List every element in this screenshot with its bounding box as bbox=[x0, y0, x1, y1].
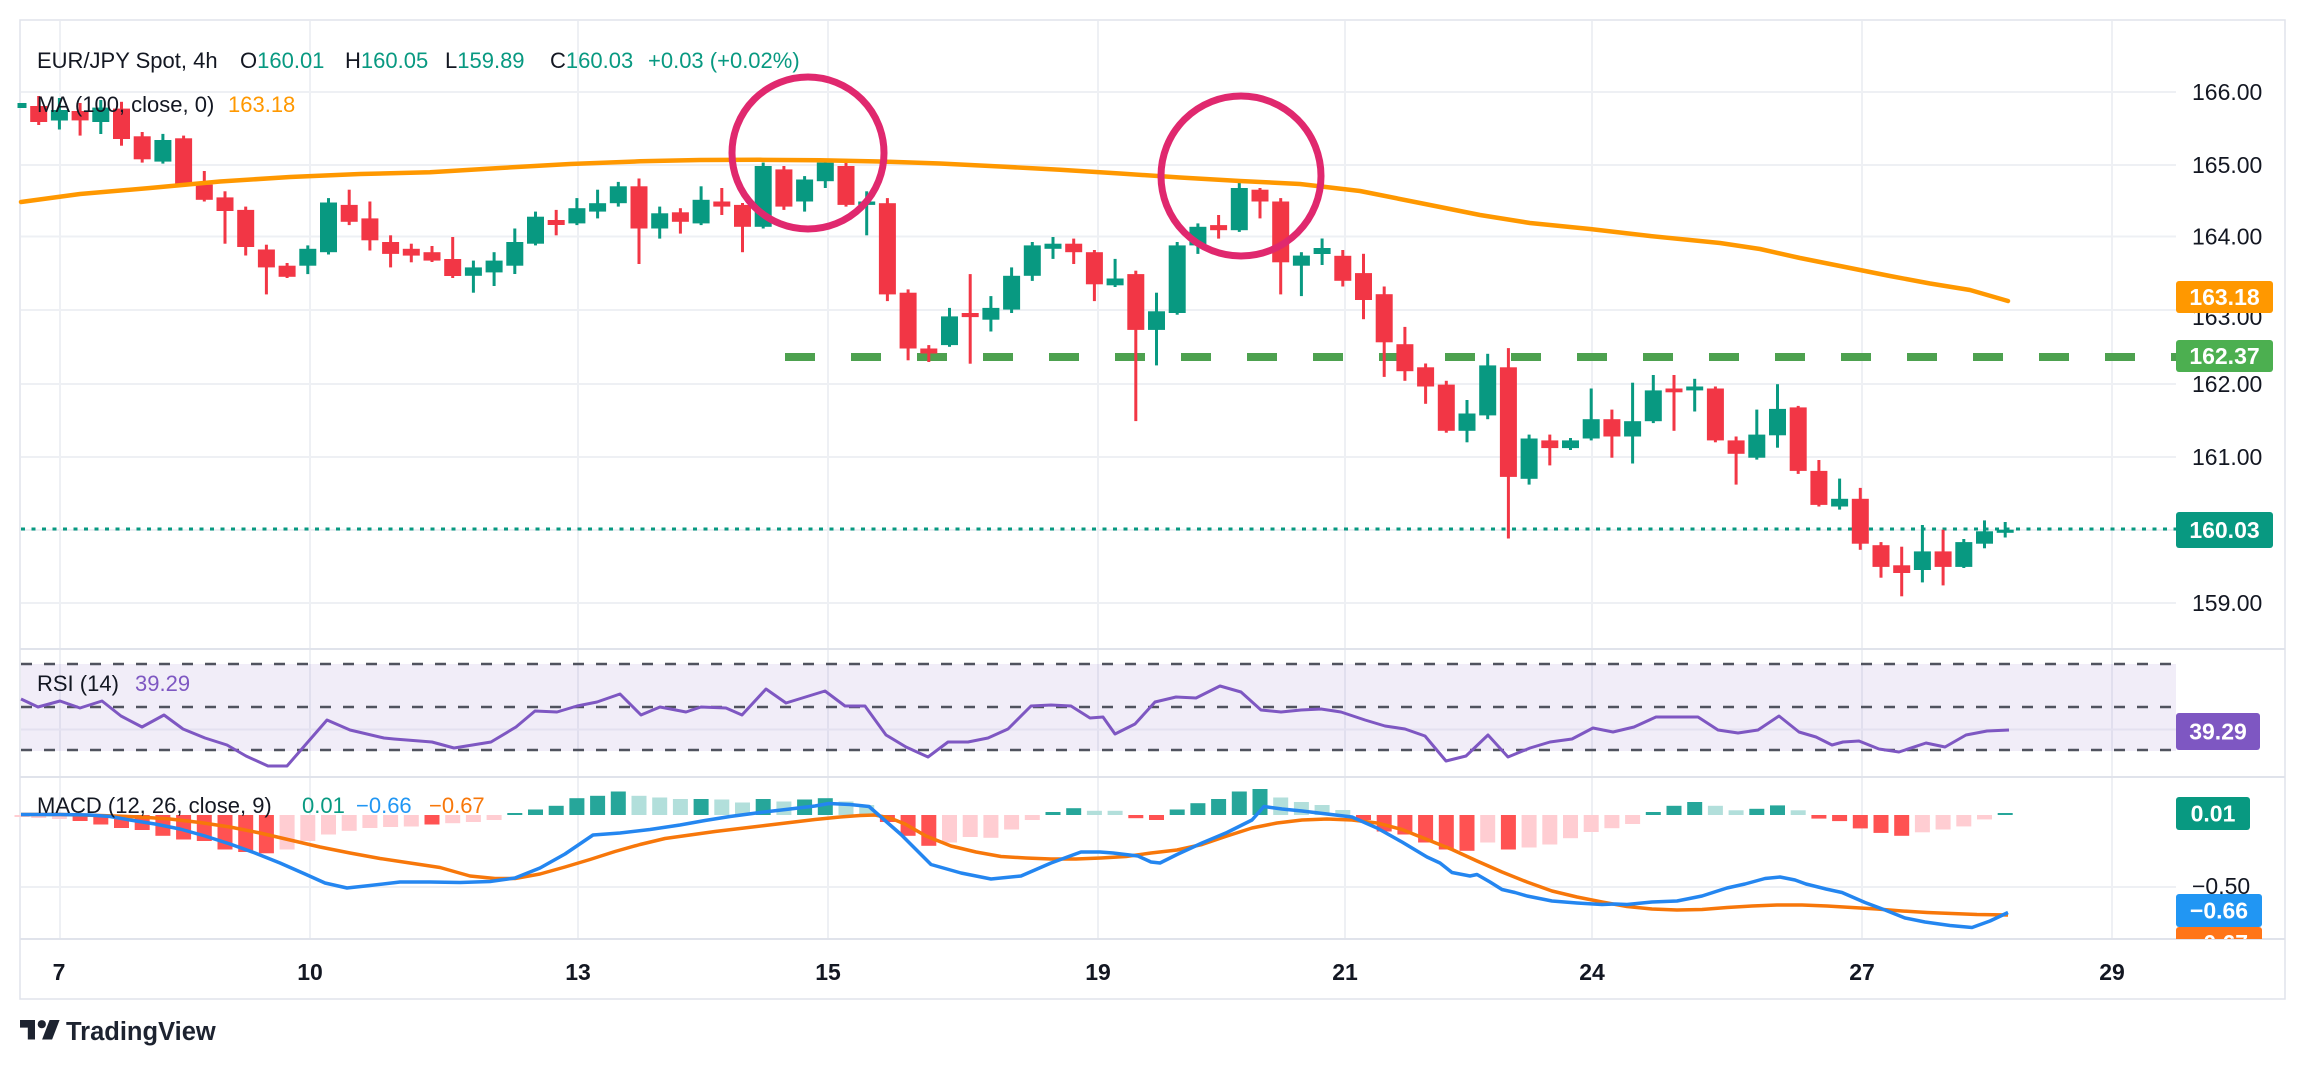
svg-text:162.37: 162.37 bbox=[2189, 343, 2259, 369]
svg-text:163.18: 163.18 bbox=[228, 92, 295, 117]
svg-text:O160.01: O160.01 bbox=[240, 48, 324, 73]
svg-text:27: 27 bbox=[1849, 959, 1875, 985]
svg-text:TradingView: TradingView bbox=[66, 1018, 216, 1046]
svg-text:L159.89: L159.89 bbox=[445, 48, 525, 73]
svg-text:19: 19 bbox=[1085, 959, 1111, 985]
svg-text:165.00: 165.00 bbox=[2192, 152, 2262, 178]
svg-text:RSI (14): RSI (14) bbox=[37, 671, 119, 696]
svg-text:C160.03: C160.03 bbox=[550, 48, 633, 73]
svg-text:0.01: 0.01 bbox=[302, 793, 345, 818]
svg-text:164.00: 164.00 bbox=[2192, 224, 2262, 250]
svg-text:21: 21 bbox=[1332, 959, 1358, 985]
svg-text:13: 13 bbox=[565, 959, 591, 985]
svg-text:29: 29 bbox=[2099, 959, 2125, 985]
svg-text:MACD (12, 26, close, 9): MACD (12, 26, close, 9) bbox=[37, 793, 272, 818]
svg-text:39.29: 39.29 bbox=[135, 671, 190, 696]
svg-text:7: 7 bbox=[53, 959, 66, 985]
svg-text:162.00: 162.00 bbox=[2192, 371, 2262, 397]
svg-text:−0.66: −0.66 bbox=[2190, 898, 2248, 924]
svg-text:163.18: 163.18 bbox=[2189, 284, 2260, 310]
svg-text:EUR/JPY Spot, 4h: EUR/JPY Spot, 4h bbox=[37, 48, 218, 73]
svg-text:166.00: 166.00 bbox=[2192, 79, 2262, 105]
svg-text:160.03: 160.03 bbox=[2189, 517, 2259, 543]
svg-text:−0.67: −0.67 bbox=[429, 793, 485, 818]
svg-text:+0.03 (+0.02%): +0.03 (+0.02%) bbox=[648, 48, 800, 73]
svg-text:0.01: 0.01 bbox=[2191, 801, 2236, 827]
svg-text:−0.66: −0.66 bbox=[356, 793, 412, 818]
svg-text:159.00: 159.00 bbox=[2192, 590, 2262, 616]
svg-text:39.29: 39.29 bbox=[2189, 719, 2247, 745]
svg-text:10: 10 bbox=[297, 959, 323, 985]
svg-text:−0.67: −0.67 bbox=[2190, 930, 2248, 956]
svg-text:MA (100, close, 0): MA (100, close, 0) bbox=[37, 92, 214, 117]
svg-text:24: 24 bbox=[1579, 959, 1605, 985]
svg-text:161.00: 161.00 bbox=[2192, 444, 2262, 470]
svg-text:15: 15 bbox=[815, 959, 841, 985]
svg-text:H160.05: H160.05 bbox=[345, 48, 428, 73]
